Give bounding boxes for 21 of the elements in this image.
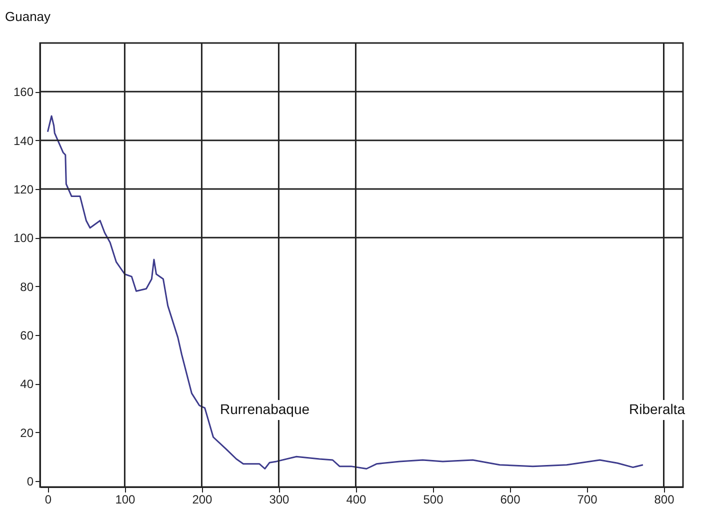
x-tick-label: 400 <box>346 492 367 506</box>
x-tick-label: 600 <box>500 492 521 506</box>
x-tick-label: 0 <box>44 492 52 506</box>
y-tick-label: 60 <box>20 328 34 342</box>
y-tick-label: 0 <box>26 474 34 488</box>
x-tick-label: 300 <box>269 492 290 506</box>
x-tick-label: 200 <box>192 492 213 506</box>
text: Guanay <box>5 9 52 24</box>
y-tick-label: 120 <box>13 182 34 196</box>
annotation: Rurrenabaque <box>220 401 310 417</box>
x-tick-label: 700 <box>577 492 598 506</box>
x-tick-label: 500 <box>423 492 444 506</box>
x-tick-label: 800 <box>654 492 675 506</box>
y-tick-label: 160 <box>13 85 34 100</box>
y-tick-label: 40 <box>20 377 34 392</box>
y-tick-label: 80 <box>20 280 34 294</box>
y-tick-label: 20 <box>20 426 34 440</box>
x-tick-label: 100 <box>115 492 136 506</box>
y-tick-label: 140 <box>13 134 34 148</box>
y-tick-label: 100 <box>13 231 34 246</box>
annotation: Riberalta <box>629 401 686 417</box>
